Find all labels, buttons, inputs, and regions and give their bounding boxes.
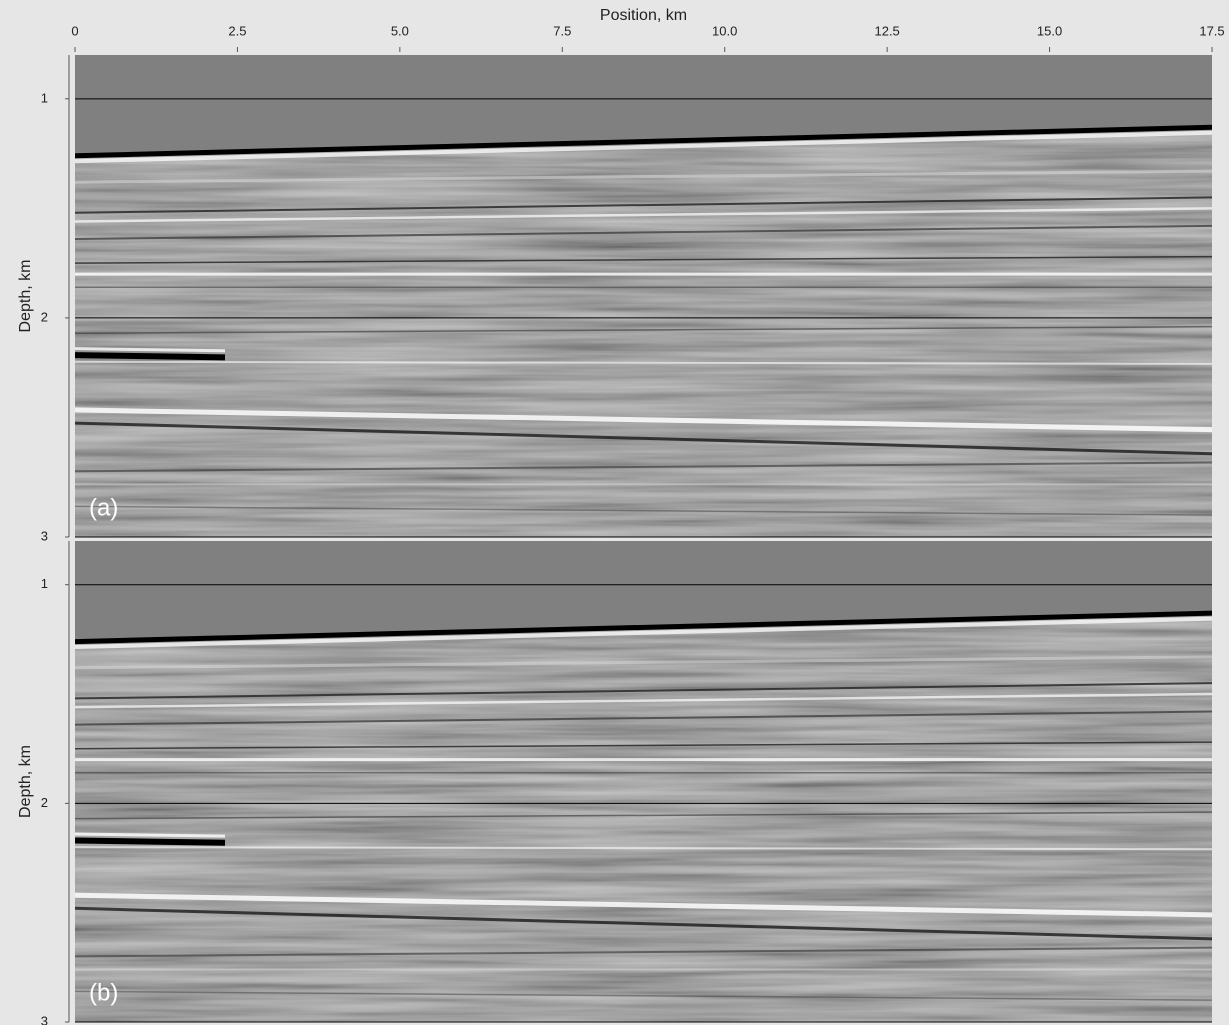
y-tick-label: 3 — [41, 1013, 48, 1025]
reflector — [75, 130, 1212, 164]
reflector — [75, 837, 226, 846]
y-tick-label: 1 — [41, 90, 48, 105]
reflector — [75, 224, 1212, 241]
x-tick-label: 5.0 — [391, 23, 409, 38]
reflector — [75, 505, 1212, 516]
reflector — [75, 207, 1212, 223]
panel-label: (a) — [89, 494, 118, 521]
x-tick-label: 0 — [71, 23, 78, 38]
reflector — [75, 892, 1212, 918]
reflector — [75, 946, 1212, 958]
reflector — [75, 421, 1212, 456]
reflector — [75, 255, 1212, 264]
reflector — [75, 461, 1212, 473]
reflector — [75, 360, 1212, 365]
reflector — [75, 682, 1212, 700]
x-tick-label: 17.5 — [1199, 23, 1224, 38]
y-tick-label: 3 — [41, 528, 48, 543]
x-tick-label: 2.5 — [228, 23, 246, 38]
x-tick-label: 15.0 — [1037, 23, 1062, 38]
y-tick-label: 1 — [41, 576, 48, 591]
y-tick-label: 2 — [41, 309, 48, 324]
reflector — [75, 407, 1212, 433]
seismic-image — [75, 55, 1212, 537]
reflector — [75, 124, 1212, 159]
reflector — [75, 710, 1212, 726]
seismic-image — [75, 541, 1212, 1022]
reflector — [75, 616, 1212, 650]
reflector — [75, 832, 226, 838]
reflector — [75, 846, 1212, 851]
reflector — [75, 692, 1212, 709]
reflector — [75, 906, 1212, 941]
x-tick-label: 7.5 — [553, 23, 571, 38]
panel: 1 2 3 Depth, km (b) — [17, 541, 1212, 1025]
water-layer — [75, 55, 1212, 156]
panel-label: (b) — [89, 979, 118, 1006]
x-tick-label: 12.5 — [874, 23, 899, 38]
reflector — [75, 352, 226, 361]
x-tick-label: 10.0 — [712, 23, 737, 38]
water-layer — [75, 541, 1212, 642]
reflector — [75, 325, 1212, 334]
reflector — [75, 169, 1212, 184]
y-tick-label: 2 — [41, 795, 48, 810]
reflector — [75, 610, 1212, 645]
reflector — [75, 741, 1212, 750]
reflector — [75, 655, 1212, 670]
reflector — [75, 196, 1212, 214]
y-axis-label: Depth, km — [17, 745, 34, 818]
panel: 1 2 3 0 2.5 5.0 7.5 10.0 12.5 15.0 17.5 Position, k… — [17, 7, 1224, 543]
reflector — [75, 347, 226, 353]
reflector — [75, 990, 1212, 1001]
x-axis-label: Position, km — [600, 7, 687, 24]
y-axis-label: Depth, km — [17, 260, 34, 333]
reflector — [75, 811, 1212, 820]
